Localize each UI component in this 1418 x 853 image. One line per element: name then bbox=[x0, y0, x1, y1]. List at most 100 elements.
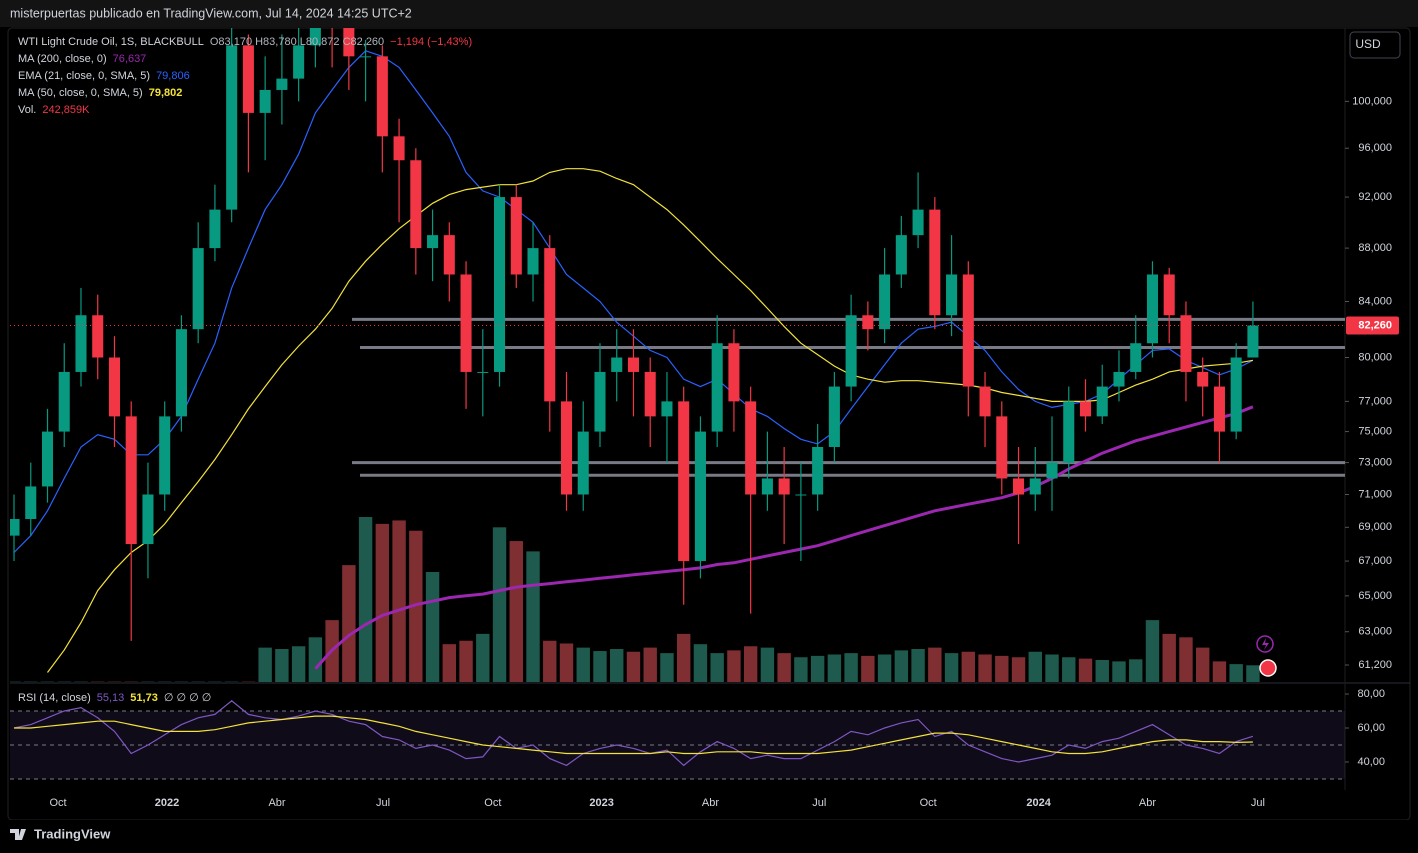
rsi-line bbox=[13, 700, 1254, 767]
x-tick-label: Abr bbox=[702, 797, 719, 809]
volume-bar bbox=[425, 572, 440, 682]
candle-body bbox=[745, 401, 757, 495]
legend-text: MA (50, close, 0, SMA, 5) bbox=[18, 87, 143, 99]
volume-bar bbox=[1246, 665, 1260, 682]
candle-body bbox=[1180, 315, 1192, 372]
volume-bar bbox=[492, 527, 507, 682]
candle-body bbox=[159, 416, 171, 495]
volume-bar bbox=[375, 523, 390, 682]
candle-body bbox=[661, 401, 673, 417]
candle-body bbox=[108, 357, 120, 417]
candle-body bbox=[544, 248, 556, 402]
candle-body bbox=[25, 486, 37, 520]
candle-body bbox=[728, 343, 740, 402]
volume-bar bbox=[342, 565, 356, 682]
x-tick-label: Jul bbox=[1251, 797, 1265, 809]
volume-bar bbox=[1212, 661, 1227, 682]
volume-bar bbox=[894, 650, 909, 682]
y-tick-label: 80,00 bbox=[1357, 688, 1385, 700]
candle-body bbox=[41, 431, 54, 487]
candle-body bbox=[226, 45, 238, 210]
candle-body bbox=[1197, 371, 1209, 387]
candle-body bbox=[1029, 478, 1041, 495]
candle-body bbox=[1013, 478, 1025, 495]
candle-body bbox=[1163, 274, 1175, 316]
volume-bar bbox=[258, 647, 272, 682]
candle-body bbox=[460, 274, 472, 372]
volume-bar bbox=[442, 644, 457, 682]
volume-bar bbox=[559, 643, 574, 682]
volume-bar bbox=[1028, 651, 1042, 682]
volume-bar bbox=[995, 655, 1009, 682]
candle-body bbox=[879, 274, 891, 330]
last-price-box bbox=[1346, 316, 1399, 335]
y-tick-label: 80,000 bbox=[1358, 351, 1392, 363]
candle-body bbox=[895, 235, 907, 275]
rsi-line bbox=[14, 715, 1253, 755]
candle-body bbox=[946, 274, 958, 316]
candle-body bbox=[1247, 325, 1259, 358]
legend-text: 76,637 bbox=[113, 53, 147, 65]
volume-bar bbox=[710, 653, 724, 682]
x-tick-label: Abr bbox=[1139, 797, 1156, 809]
volume-bar bbox=[944, 653, 959, 682]
moving-average bbox=[47, 168, 1254, 673]
candle-body bbox=[996, 416, 1008, 479]
volume-bar bbox=[526, 551, 540, 682]
candle-body bbox=[293, 45, 305, 79]
volume-bar bbox=[543, 640, 557, 682]
x-tick-label: 2024 bbox=[1026, 797, 1051, 809]
volume-bar bbox=[844, 653, 858, 682]
legend-text: 55,13 bbox=[97, 692, 125, 704]
currency-button[interactable] bbox=[1349, 31, 1401, 59]
volume-bar bbox=[827, 654, 842, 682]
candle-body bbox=[192, 248, 204, 330]
candle-body bbox=[1046, 462, 1058, 479]
overlay: 100,000 96,000 92,000 88,000 84,000 80,000 77,… bbox=[10, 36, 1399, 809]
volume-bar bbox=[777, 653, 791, 682]
attribution: misterpuertas publicado en TradingView.c… bbox=[10, 6, 412, 20]
candle-body bbox=[276, 78, 288, 90]
x-tick-label: Oct bbox=[49, 797, 66, 809]
volume-bar bbox=[1195, 647, 1210, 682]
volume-bar bbox=[643, 647, 657, 682]
candle-body bbox=[577, 431, 589, 495]
volume-bar bbox=[743, 646, 758, 682]
volume-bar bbox=[476, 633, 490, 682]
y-tick-label: 88,000 bbox=[1358, 242, 1392, 254]
legend-text: 242,859K bbox=[42, 104, 90, 116]
y-tick-label: 63,000 bbox=[1358, 626, 1392, 638]
candle-body bbox=[845, 315, 857, 387]
candle-body bbox=[92, 315, 104, 358]
header-bar bbox=[0, 0, 1418, 27]
candle-body bbox=[560, 401, 573, 495]
candle-body bbox=[10, 519, 20, 536]
volume-bar bbox=[291, 646, 306, 682]
volume-bar bbox=[693, 644, 708, 682]
candle-body bbox=[1113, 371, 1125, 387]
volume-bar bbox=[392, 520, 406, 682]
candle-body bbox=[761, 478, 773, 495]
volume-bar bbox=[727, 650, 741, 682]
volume-bar bbox=[1162, 633, 1176, 682]
candle-body bbox=[75, 315, 87, 372]
volume-bar bbox=[1011, 657, 1026, 682]
dividend-icon[interactable] bbox=[1259, 659, 1277, 677]
candle-body bbox=[828, 386, 840, 447]
y-tick-label: 71,000 bbox=[1358, 488, 1392, 500]
candle-body bbox=[242, 45, 254, 113]
currency-label[interactable]: USD bbox=[1355, 37, 1381, 51]
legend-text: ∅ ∅ ∅ ∅ bbox=[164, 692, 212, 704]
candle-body bbox=[795, 494, 807, 496]
brand-logo bbox=[10, 829, 26, 840]
brand-name: TradingView bbox=[34, 826, 111, 841]
price-pane bbox=[10, 28, 1345, 682]
volume-bar bbox=[1112, 661, 1126, 682]
candle-body bbox=[644, 371, 656, 417]
volume-bar bbox=[509, 541, 523, 682]
x-tick-label: Jul bbox=[812, 797, 826, 809]
candle-body bbox=[125, 416, 137, 545]
event-icon[interactable] bbox=[1256, 635, 1274, 653]
